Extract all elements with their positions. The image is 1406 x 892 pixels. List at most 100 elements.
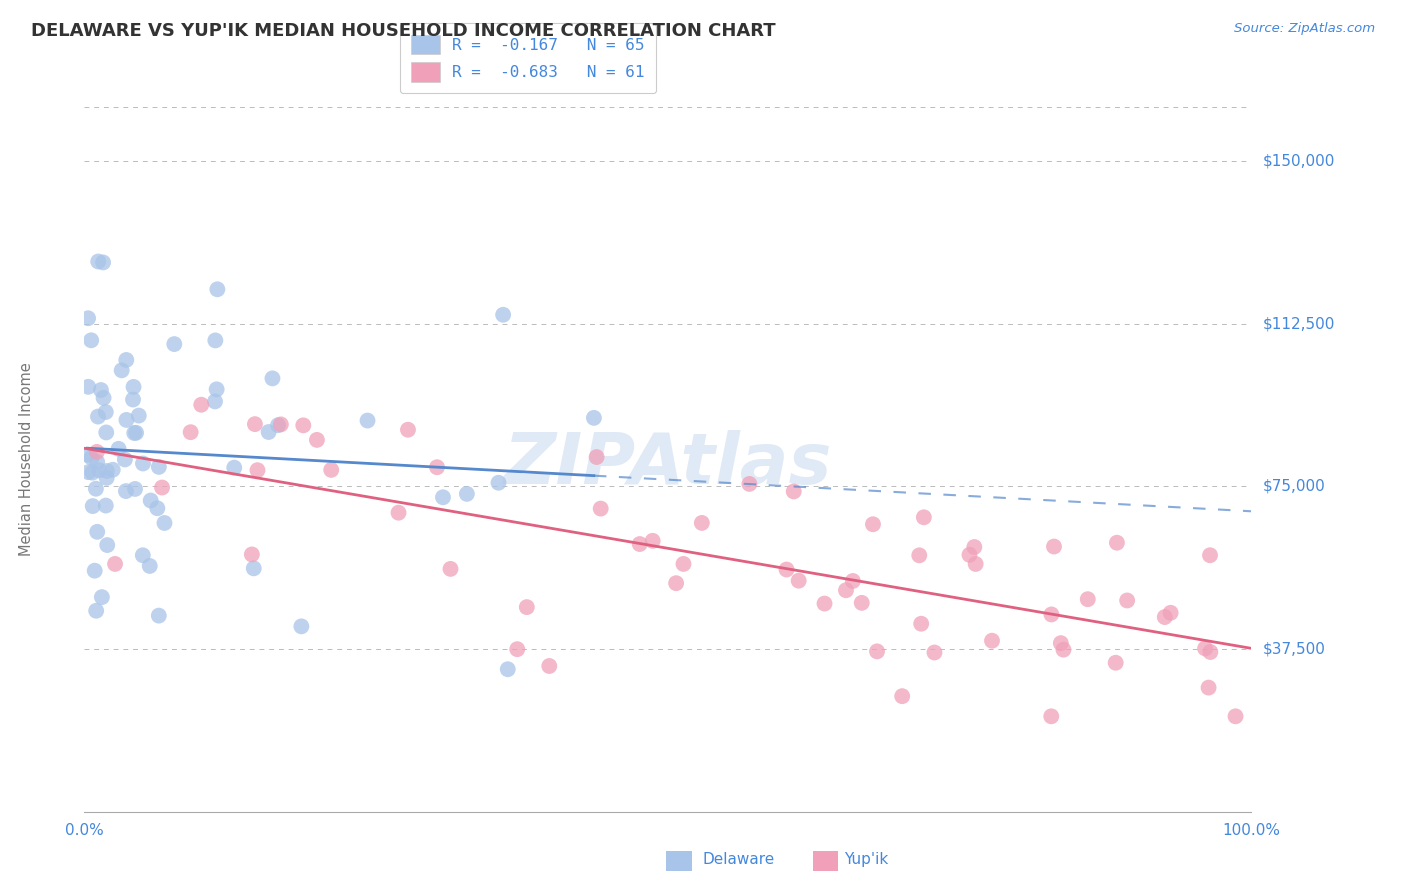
- Point: [538, 659, 561, 673]
- Point: [290, 619, 312, 633]
- Text: ZIPAtlas: ZIPAtlas: [503, 430, 832, 500]
- Point: [101, 463, 124, 477]
- Text: Source: ZipAtlas.com: Source: ZipAtlas.com: [1234, 22, 1375, 36]
- Point: [96, 464, 118, 478]
- Point: [96, 425, 118, 440]
- Point: [1225, 709, 1247, 723]
- Point: [96, 471, 118, 485]
- Point: [77, 380, 100, 394]
- Point: [86, 455, 108, 469]
- Point: [115, 353, 138, 368]
- Point: [1105, 656, 1128, 670]
- Point: [585, 450, 607, 464]
- Point: [104, 557, 127, 571]
- Point: [132, 549, 155, 563]
- Point: [107, 442, 129, 456]
- Point: [835, 583, 858, 598]
- Point: [83, 564, 105, 578]
- Point: [1199, 645, 1222, 659]
- Point: [506, 642, 529, 657]
- Point: [387, 506, 409, 520]
- Point: [84, 604, 107, 618]
- Point: [111, 363, 134, 377]
- Point: [981, 633, 1004, 648]
- Point: [641, 533, 664, 548]
- Point: [246, 463, 269, 477]
- Point: [690, 516, 713, 530]
- Point: [1199, 548, 1222, 562]
- Text: Median Household Income: Median Household Income: [18, 362, 34, 557]
- Point: [426, 460, 449, 475]
- Point: [115, 484, 138, 499]
- Point: [190, 398, 212, 412]
- Point: [77, 465, 100, 479]
- Point: [842, 574, 865, 588]
- Point: [148, 608, 170, 623]
- Point: [122, 425, 145, 440]
- Point: [257, 425, 280, 439]
- Point: [82, 466, 104, 480]
- Point: [204, 334, 226, 348]
- Point: [396, 423, 419, 437]
- Point: [356, 413, 378, 427]
- Text: $37,500: $37,500: [1263, 641, 1326, 657]
- Point: [439, 562, 461, 576]
- Point: [305, 433, 328, 447]
- Point: [114, 452, 136, 467]
- Point: [866, 644, 889, 658]
- Point: [582, 410, 605, 425]
- Point: [94, 405, 117, 419]
- Point: [813, 597, 835, 611]
- Point: [628, 537, 651, 551]
- Point: [589, 501, 612, 516]
- Point: [76, 448, 98, 462]
- Point: [146, 501, 169, 516]
- Point: [965, 557, 987, 571]
- Point: [267, 418, 290, 433]
- Point: [242, 561, 264, 575]
- Point: [224, 460, 246, 475]
- Point: [125, 425, 148, 440]
- Point: [1052, 642, 1074, 657]
- Point: [87, 254, 110, 268]
- Point: [148, 459, 170, 474]
- Point: [115, 413, 138, 427]
- Point: [80, 450, 103, 465]
- Point: [243, 417, 266, 431]
- Text: Delaware: Delaware: [703, 853, 775, 867]
- Point: [908, 549, 931, 563]
- Point: [94, 499, 117, 513]
- Point: [488, 475, 510, 490]
- Point: [1043, 540, 1066, 554]
- Point: [910, 616, 932, 631]
- Point: [80, 334, 103, 348]
- Point: [90, 590, 112, 604]
- Point: [163, 337, 186, 351]
- Point: [862, 517, 884, 532]
- Point: [672, 557, 695, 571]
- Point: [783, 484, 806, 499]
- Point: [738, 476, 761, 491]
- Point: [665, 576, 688, 591]
- Point: [205, 382, 228, 396]
- Point: [124, 482, 146, 496]
- Text: $150,000: $150,000: [1263, 153, 1336, 169]
- Point: [516, 600, 538, 615]
- Point: [122, 392, 145, 407]
- Point: [96, 538, 118, 552]
- Point: [851, 596, 873, 610]
- Point: [240, 548, 263, 562]
- Point: [91, 255, 114, 269]
- Text: Yup'ik: Yup'ik: [844, 853, 887, 867]
- Point: [1198, 681, 1220, 695]
- Point: [292, 418, 315, 433]
- Point: [1116, 593, 1139, 607]
- Point: [787, 574, 810, 588]
- Point: [924, 645, 946, 659]
- Point: [1105, 535, 1128, 549]
- Point: [456, 487, 478, 501]
- Point: [93, 391, 115, 405]
- Point: [432, 490, 454, 504]
- Point: [87, 409, 110, 424]
- Point: [270, 417, 292, 432]
